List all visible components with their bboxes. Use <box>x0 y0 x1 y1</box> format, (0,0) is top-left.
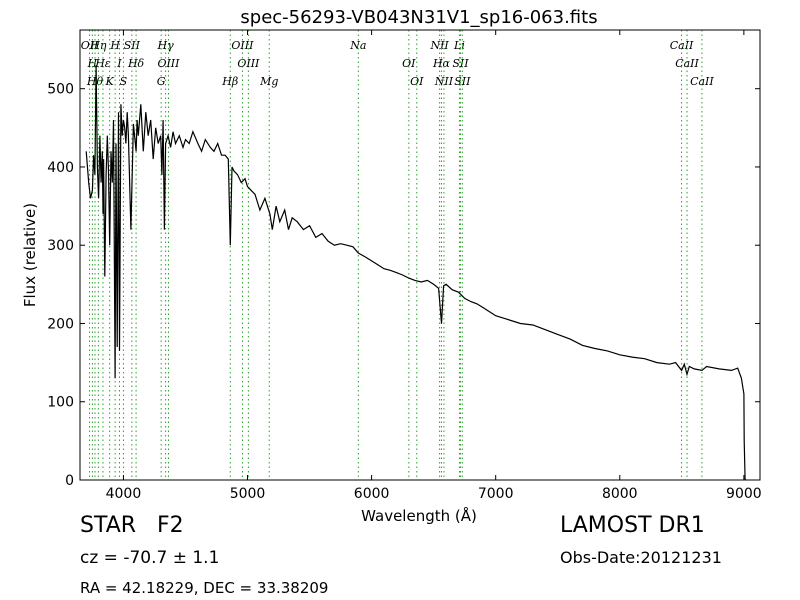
line-label-SII: SII <box>452 57 469 70</box>
line-label-SII: SII <box>124 39 141 52</box>
line-label-OI: OI <box>402 57 416 70</box>
y-tick-label: 400 <box>47 160 74 176</box>
line-label-CaII: CaII <box>690 75 714 88</box>
chart-title: spec-56293-VB043N31V1_sp16-063.fits <box>240 7 597 28</box>
line-label-OI: OI <box>410 75 424 88</box>
line-label-Mg: Mg <box>259 75 278 88</box>
line-label-S: S <box>120 75 128 88</box>
x-tick-label: 9000 <box>726 486 762 502</box>
plot-area: OIIHHθHηHεKHISSIIHδGHγOIIIHβOIIIOIIIMgNa… <box>47 29 762 502</box>
line-label-G: G <box>157 75 166 88</box>
line-label-OII: OII <box>81 39 99 52</box>
y-tick-label: 300 <box>47 238 74 254</box>
object-class: STAR <box>80 513 137 538</box>
line-label-H: H <box>87 57 98 70</box>
x-tick-label: 8000 <box>602 486 638 502</box>
line-label-Hε: Hε <box>94 57 111 70</box>
line-label-Hα: Hα <box>432 57 451 70</box>
redshift-text: cz = -70.7 ± 1.1 <box>80 548 220 568</box>
line-label-K: K <box>105 75 115 88</box>
line-label-I: I <box>116 57 122 70</box>
line-label-OIII: OIII <box>231 39 254 52</box>
x-tick-label: 6000 <box>354 486 390 502</box>
coordinates-text: RA = 42.18229, DEC = 33.38209 <box>80 579 329 597</box>
line-label-Hδ: Hδ <box>127 57 145 70</box>
spectrum-line <box>85 65 747 480</box>
line-label-Hγ: Hγ <box>157 39 175 52</box>
y-tick-label: 0 <box>65 473 74 489</box>
line-label-CaII: CaII <box>675 57 699 70</box>
x-axis-label: Wavelength (Å) <box>361 506 477 525</box>
line-label-Li: Li <box>453 39 465 52</box>
line-label-OIII: OIII <box>237 57 260 70</box>
line-label-OIII: OIII <box>157 57 180 70</box>
line-label-Hη: Hη <box>89 39 107 52</box>
object-subclass: F2 <box>157 513 184 538</box>
line-label-NII: NII <box>429 39 449 52</box>
y-tick-label: 100 <box>47 395 74 411</box>
y-tick-label: 500 <box>47 82 74 98</box>
x-tick-label: 5000 <box>230 486 266 502</box>
line-label-Hθ: Hθ <box>86 75 104 88</box>
line-label-H: H <box>109 39 120 52</box>
line-label-SII: SII <box>454 75 471 88</box>
line-label-Hβ: Hβ <box>221 75 238 88</box>
line-label-NII: NII <box>434 75 454 88</box>
line-label-CaII: CaII <box>670 39 694 52</box>
obs-date: Obs-Date:20121231 <box>560 548 722 567</box>
y-axis-label: Flux (relative) <box>21 203 39 307</box>
x-tick-label: 4000 <box>106 486 142 502</box>
plot-frame <box>79 29 761 481</box>
y-tick-label: 200 <box>47 316 74 332</box>
object-class-row: STAR F2 <box>80 513 184 538</box>
line-label-Na: Na <box>349 39 366 52</box>
x-tick-label: 7000 <box>478 486 514 502</box>
survey-name: LAMOST DR1 <box>560 513 705 538</box>
